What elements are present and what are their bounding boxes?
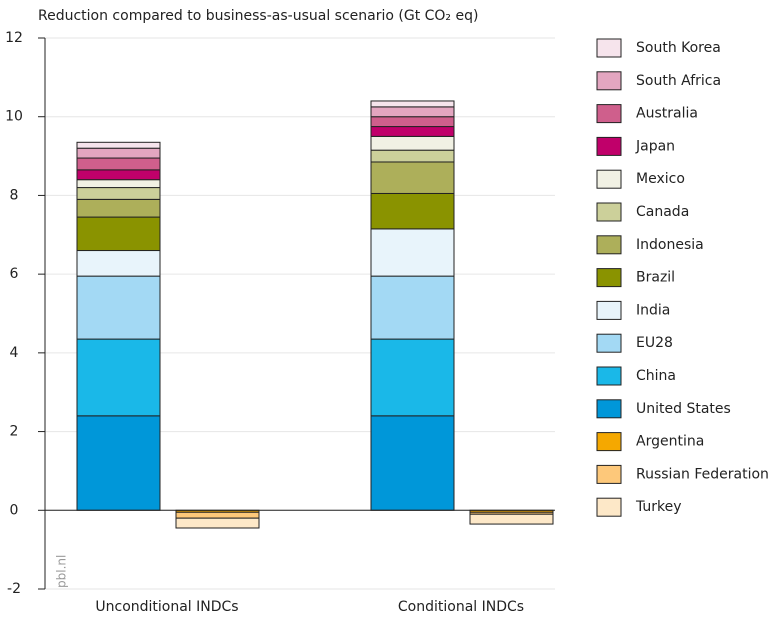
watermark: pbl.nl xyxy=(55,555,69,588)
legend-swatch xyxy=(596,432,622,452)
legend-label: South Africa xyxy=(636,73,721,89)
bar-segment xyxy=(370,161,455,194)
y-tick-label: 6 xyxy=(10,266,19,282)
legend-label: Indonesia xyxy=(636,237,704,253)
y-tick-label: 10 xyxy=(5,109,23,125)
bar-segment xyxy=(76,157,161,171)
legend-label: Turkey xyxy=(635,499,682,515)
legend-swatch xyxy=(596,71,622,91)
bar-segment xyxy=(76,216,161,252)
legend-swatch xyxy=(596,464,622,484)
bar-segment xyxy=(469,513,554,525)
legend-label: Brazil xyxy=(636,270,675,286)
legend-label: Australia xyxy=(636,106,698,122)
chart-title: Reduction compared to business-as-usual … xyxy=(38,8,478,24)
bar-segment xyxy=(76,198,161,218)
bar-segment xyxy=(370,126,455,137)
y-tick-label: 0 xyxy=(10,502,19,518)
bar-segment xyxy=(76,169,161,181)
legend-swatch xyxy=(596,136,622,156)
legend-swatch xyxy=(596,268,622,288)
x-tick-label: Conditional INDCs xyxy=(398,599,524,615)
legend-swatch xyxy=(596,202,622,222)
bar-segment xyxy=(370,228,455,277)
legend-swatch xyxy=(596,497,622,517)
bar-segment xyxy=(370,116,455,128)
legend-label: China xyxy=(636,368,676,384)
legend-swatch xyxy=(596,104,622,124)
legend-swatch xyxy=(596,235,622,255)
bar-segment xyxy=(76,141,161,149)
bar-segment xyxy=(175,517,260,529)
bar-segment xyxy=(370,106,455,118)
legend-label: Canada xyxy=(636,204,689,220)
bar-segment xyxy=(370,149,455,163)
legend-label: Japan xyxy=(635,138,675,154)
legend-label: India xyxy=(636,302,670,318)
legend-label: Russian Federation xyxy=(636,466,769,482)
legend-swatch xyxy=(596,38,622,58)
bar-segment xyxy=(76,179,161,189)
bar-segment xyxy=(370,415,455,511)
bar-segment xyxy=(76,338,161,417)
legend-swatch xyxy=(596,300,622,320)
bar-segment xyxy=(175,511,260,519)
legend-swatch xyxy=(596,169,622,189)
y-tick-label: -2 xyxy=(7,581,21,597)
y-tick-label: 4 xyxy=(10,345,19,361)
legend-label: Argentina xyxy=(636,434,704,450)
y-tick-label: 12 xyxy=(5,30,23,46)
legend-swatch xyxy=(596,333,622,353)
y-tick-label: 8 xyxy=(10,187,19,203)
bar-segment xyxy=(370,275,455,340)
bar-segment xyxy=(76,415,161,511)
x-tick-label: Unconditional INDCs xyxy=(95,599,238,615)
bar-segment xyxy=(370,100,455,108)
bar-segment xyxy=(370,135,455,151)
legend-swatch xyxy=(596,366,622,386)
bar-segment xyxy=(76,187,161,200)
legend-label: United States xyxy=(636,401,731,417)
bar-segment xyxy=(370,192,455,230)
legend-swatch xyxy=(596,399,622,419)
bar-segment xyxy=(76,147,161,159)
bar-segment xyxy=(76,250,161,277)
bar-segment xyxy=(76,275,161,340)
legend-label: South Korea xyxy=(636,40,721,56)
y-tick-label: 2 xyxy=(10,424,19,440)
legend-label: Mexico xyxy=(636,171,685,187)
bar-segment xyxy=(370,338,455,417)
legend-label: EU28 xyxy=(636,335,673,351)
